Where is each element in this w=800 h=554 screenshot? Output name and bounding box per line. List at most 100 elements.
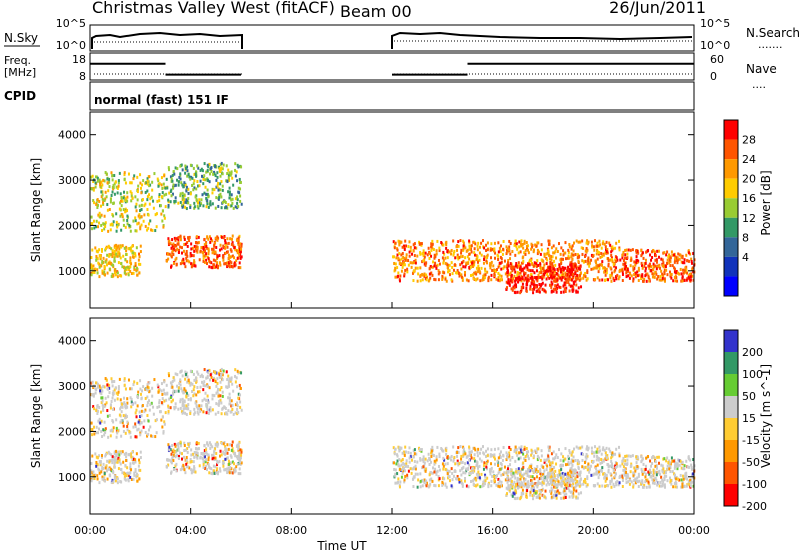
velocity-cell	[159, 410, 162, 414]
power-cell	[661, 262, 664, 266]
power-cell	[172, 183, 175, 187]
velocity-cell	[539, 481, 542, 485]
velocity-cell	[239, 405, 242, 409]
power-cell	[95, 258, 98, 262]
velocity-cell	[570, 490, 573, 494]
velocity-cell	[562, 459, 565, 463]
power-cell	[572, 253, 575, 257]
velocity-cell	[239, 459, 242, 463]
power-cell	[196, 204, 199, 208]
velocity-cell	[572, 459, 575, 463]
velocity-cell	[535, 475, 538, 479]
power-cell	[216, 255, 219, 259]
power-cell	[123, 190, 126, 194]
power-cell	[101, 228, 104, 232]
power-cell	[548, 239, 551, 243]
velocity-cell	[231, 447, 234, 451]
velocity-cell	[593, 454, 596, 458]
power-cell	[455, 271, 458, 275]
power-cell	[569, 263, 572, 267]
velocity-cell	[568, 476, 571, 480]
power-cell	[508, 239, 511, 243]
power-cell	[92, 219, 95, 223]
power-cell	[224, 262, 227, 266]
velocity-cell	[551, 488, 554, 492]
power-cell	[115, 248, 118, 252]
power-cell	[435, 266, 438, 270]
power-cell	[151, 180, 154, 184]
power-cell	[566, 269, 569, 273]
power-cell	[140, 208, 143, 212]
velocity-cell	[186, 465, 189, 469]
velocity-cell	[214, 371, 217, 375]
velocity-cell	[167, 411, 170, 415]
power-cell	[216, 184, 219, 188]
power-cell	[681, 276, 684, 280]
power-cell	[641, 266, 644, 270]
velocity-cell	[93, 477, 96, 481]
power-cell	[214, 250, 217, 254]
velocity-cell	[173, 450, 176, 454]
power-cell	[671, 264, 674, 268]
power-cell	[561, 275, 564, 279]
velocity-cell	[521, 488, 524, 492]
velocity-cell	[511, 475, 514, 479]
power-cell	[636, 258, 639, 262]
velocity-cell	[568, 483, 571, 487]
power-cell	[238, 234, 241, 238]
velocity-cell	[206, 394, 209, 398]
power-cell	[169, 200, 172, 204]
power-cell	[673, 270, 676, 274]
velocity-cell	[481, 484, 484, 488]
velocity-cell	[590, 446, 593, 450]
power-cell	[677, 252, 680, 256]
power-cell	[602, 240, 605, 244]
velocity-cell	[561, 476, 564, 480]
power-cell	[432, 260, 435, 264]
power-cell	[584, 254, 587, 258]
power-cell	[413, 269, 416, 273]
power-cell	[139, 227, 142, 231]
power-cell	[136, 273, 139, 277]
power-cell	[637, 268, 640, 272]
power-cell	[179, 177, 182, 181]
velocity-cell	[203, 466, 206, 470]
power-cell	[116, 275, 119, 279]
power-cell	[413, 246, 416, 250]
power-cell	[98, 254, 101, 258]
velocity-cell	[424, 457, 427, 461]
power-cell	[644, 261, 647, 265]
velocity-cell	[172, 459, 175, 463]
power-cell	[138, 255, 141, 259]
power-cell	[650, 250, 653, 254]
velocity-cell	[519, 477, 522, 481]
power-cell	[405, 253, 408, 257]
velocity-cell	[579, 446, 582, 450]
power-cell	[154, 229, 157, 233]
power-cell	[460, 267, 463, 271]
power-cell	[428, 256, 431, 260]
velocity-cell	[420, 449, 423, 453]
velocity-cell	[461, 484, 464, 488]
velocity-cell	[210, 471, 213, 475]
velocity-cell	[170, 383, 173, 387]
power-cell	[225, 164, 228, 168]
power-cell	[479, 279, 482, 283]
velocity-cell	[100, 470, 103, 474]
power-cell	[604, 273, 607, 277]
power-cell	[120, 261, 123, 265]
velocity-cell	[576, 496, 579, 500]
power-cell	[510, 287, 513, 291]
velocity-cell	[493, 478, 496, 482]
power-cell	[553, 275, 556, 279]
velocity-cell	[99, 391, 102, 395]
power-cell	[643, 262, 646, 266]
velocity-cell	[471, 467, 474, 471]
velocity-cell	[416, 460, 419, 464]
velocity-cell	[560, 466, 563, 470]
velocity-cell	[576, 482, 579, 486]
power-cell	[575, 278, 578, 282]
velocity-cell	[435, 455, 438, 459]
velocity-cell	[409, 467, 412, 471]
velocity-cell	[487, 485, 490, 489]
